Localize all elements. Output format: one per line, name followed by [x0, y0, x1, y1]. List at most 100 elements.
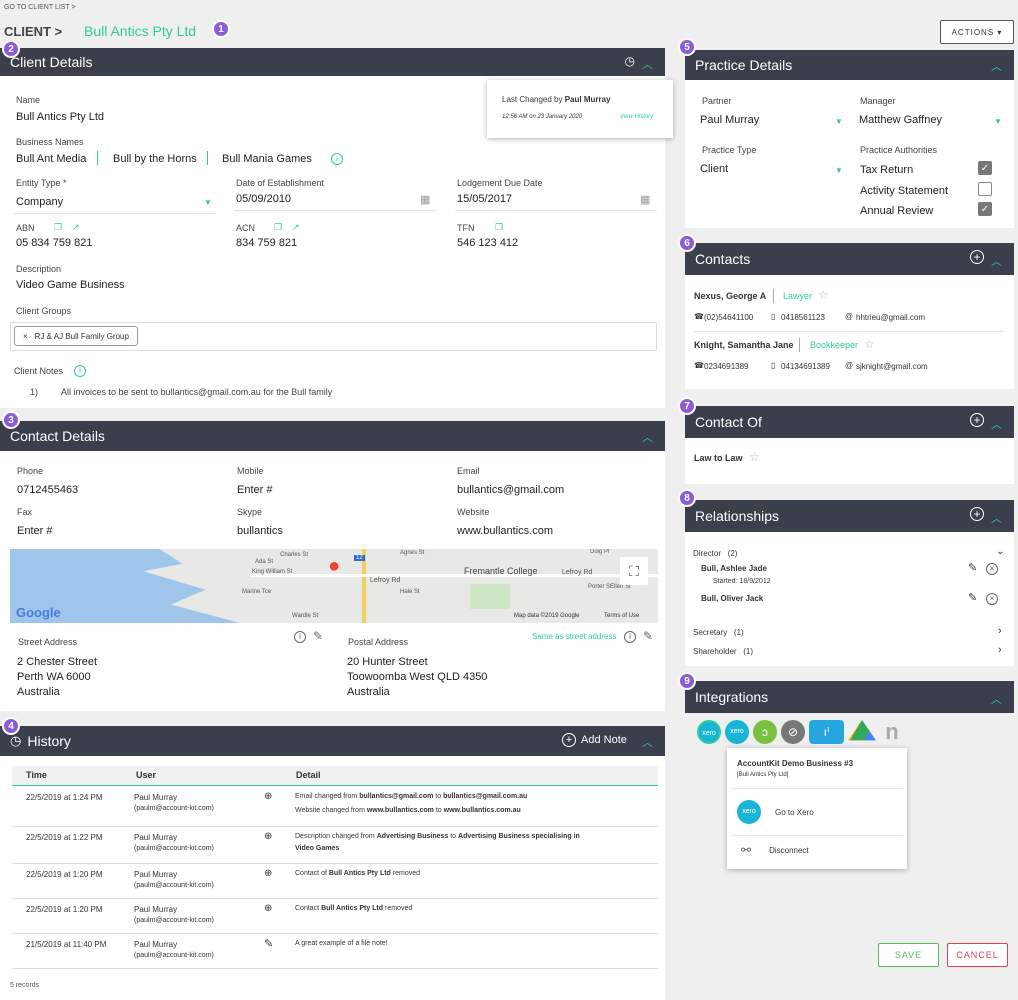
same-as-street-link[interactable]: Same as street address — [532, 632, 617, 641]
chevron-up-icon[interactable]: ︿ — [642, 59, 653, 71]
chevron-up-icon[interactable]: ︿ — [991, 694, 1002, 706]
copy-icon[interactable]: ❐ — [274, 222, 283, 232]
chevron-down-icon[interactable]: ⌄ — [996, 546, 1005, 557]
table-row[interactable]: 22/5/2019 at 1:24 PM Paul Murray (paulm@… — [12, 787, 658, 827]
hubdoc-icon[interactable]: ıᑊ — [809, 720, 844, 744]
edit-icon[interactable]: ✎ — [968, 592, 978, 604]
nimbus-icon[interactable]: n — [885, 719, 899, 744]
secretary-group[interactable]: Secretary (1) — [693, 628, 744, 637]
client-groups-input[interactable] — [10, 322, 657, 351]
copy-icon[interactable]: ❐ — [54, 222, 63, 232]
save-button[interactable]: SAVE — [878, 943, 939, 967]
relationship-person[interactable]: Bull, Ashlee Jade — [701, 564, 767, 573]
star-icon[interactable]: ☆ — [749, 450, 760, 464]
receipt-bank-icon[interactable]: ↄ — [753, 720, 777, 744]
remove-tag-icon[interactable]: × — [23, 331, 28, 341]
partner-select[interactable]: Paul Murray — [700, 114, 760, 126]
relationships-header[interactable]: Relationships + ︿ — [685, 500, 1014, 532]
client-details-header[interactable]: Client Details ◷ ︿ — [0, 48, 665, 76]
add-contact-of-icon[interactable]: + — [970, 413, 984, 427]
go-to-xero-link[interactable]: xero Go to Xero — [737, 800, 814, 824]
map[interactable]: Charles St Ada St King William St Lefroy… — [10, 549, 658, 623]
annual-review-checkbox[interactable]: ✓ — [978, 202, 992, 216]
table-row[interactable]: 21/5/2019 at 11:40 PM Paul Murray (paulm… — [12, 934, 658, 969]
practice-type-select[interactable]: Client — [700, 163, 729, 175]
info-icon[interactable]: i — [624, 631, 636, 643]
table-row[interactable]: 22/5/2019 at 1:20 PM Paul Murray (paulm@… — [12, 864, 658, 899]
calendar-icon[interactable]: ▦ — [420, 194, 431, 206]
contact-of-header[interactable]: Contact Of + ︿ — [685, 406, 1014, 438]
terms-of-use-link[interactable]: Terms of Use — [604, 613, 640, 619]
edit-icon[interactable]: ✎ — [968, 562, 978, 574]
acn-value[interactable]: 834 759 821 — [236, 237, 298, 249]
date-of-establishment-input[interactable]: 05/09/2010 — [236, 193, 292, 205]
shareholder-group[interactable]: Shareholder (1) — [693, 647, 753, 656]
info-icon[interactable]: i — [294, 631, 306, 643]
actions-button[interactable]: ACTIONS ▾ — [940, 20, 1014, 44]
history-header[interactable]: ◷ History + Add Note ︿ — [0, 726, 665, 756]
business-name-2[interactable]: Bull by the Horns — [113, 153, 197, 165]
client-group-tag[interactable]: × RJ & AJ Bull Family Group — [14, 326, 138, 346]
lodgement-due-date-input[interactable]: 15/05/2017 — [457, 193, 513, 205]
add-relationship-icon[interactable]: + — [970, 507, 984, 521]
contact-name[interactable]: Knight, Samantha Jane — [694, 340, 794, 350]
chevron-up-icon[interactable]: ︿ — [991, 513, 1002, 525]
info-icon[interactable]: i — [74, 365, 86, 377]
view-history-link[interactable]: View History — [620, 114, 654, 120]
chevron-right-icon[interactable]: › — [998, 644, 1002, 656]
business-name-1[interactable]: Bull Ant Media — [16, 153, 87, 165]
tfn-value[interactable]: 546 123 412 — [457, 237, 519, 249]
fax-input[interactable]: Enter # — [17, 525, 53, 537]
add-note-button[interactable]: + Add Note — [562, 733, 627, 747]
name-value[interactable]: Bull Antics Pty Ltd — [16, 111, 105, 123]
xero-logo-icon[interactable]: xero — [725, 720, 749, 744]
col-detail[interactable]: Detail — [296, 770, 321, 780]
google-drive-icon[interactable] — [848, 720, 876, 741]
map-pin-icon[interactable]: ● — [328, 555, 341, 577]
col-user[interactable]: User — [136, 770, 157, 780]
mobile-input[interactable]: Enter # — [237, 484, 273, 496]
director-group[interactable]: Director (2) — [693, 549, 737, 558]
table-row[interactable]: 22/5/2019 at 1:22 PM Paul Murray (paulm@… — [12, 827, 658, 864]
col-time[interactable]: Time — [26, 770, 47, 780]
fullscreen-button[interactable]: ⛶ — [620, 557, 648, 585]
business-name-3[interactable]: Bull Mania Games — [222, 153, 312, 165]
description-value[interactable]: Video Game Business — [16, 279, 125, 291]
edit-icon[interactable]: ✎ — [313, 629, 324, 643]
phone-value[interactable]: 0712455463 — [17, 484, 79, 496]
contact-details-header[interactable]: Contact Details ︿ — [0, 421, 665, 451]
abn-value[interactable]: 05 834 759 821 — [16, 237, 93, 249]
manager-select[interactable]: Matthew Gaffney — [859, 114, 942, 126]
chevron-down-icon[interactable]: ▼ — [204, 198, 212, 207]
external-link-icon[interactable]: ↗ — [72, 222, 80, 232]
history-clock-icon[interactable]: ◷ — [624, 54, 635, 68]
activity-statement-checkbox[interactable] — [978, 182, 992, 196]
link-service-icon[interactable]: ⊘ — [781, 720, 805, 744]
star-icon[interactable]: ☆ — [818, 288, 829, 302]
chevron-down-icon[interactable]: ▼ — [835, 117, 843, 126]
contact-name[interactable]: Nexus, George A — [694, 291, 767, 301]
email-value[interactable]: bullantics@gmail.com — [457, 484, 565, 496]
remove-icon[interactable]: × — [986, 593, 998, 605]
go-to-client-list-link[interactable]: GO TO CLIENT LIST > — [4, 4, 76, 11]
chevron-up-icon[interactable]: ︿ — [642, 432, 653, 444]
cancel-button[interactable]: CANCEL — [947, 943, 1008, 967]
tax-return-checkbox[interactable]: ✓ — [978, 161, 992, 175]
add-business-name-icon[interactable]: › — [331, 153, 343, 165]
calendar-icon[interactable]: ▦ — [640, 194, 651, 206]
entity-type-select[interactable]: Company — [16, 196, 64, 208]
xero-logo-icon[interactable]: xero — [697, 720, 721, 744]
chevron-down-icon[interactable]: ▼ — [835, 166, 843, 175]
external-link-icon[interactable]: ↗ — [292, 222, 300, 232]
table-row[interactable]: 22/5/2019 at 1:20 PM Paul Murray (paulm@… — [12, 899, 658, 934]
practice-details-header[interactable]: Practice Details ︿ — [685, 50, 1014, 80]
chevron-up-icon[interactable]: ︿ — [991, 419, 1002, 431]
chevron-up-icon[interactable]: ︿ — [991, 256, 1002, 268]
contact-of-item[interactable]: Law to Law — [694, 453, 743, 463]
edit-icon[interactable]: ✎ — [643, 629, 654, 643]
copy-icon[interactable]: ❐ — [495, 222, 504, 232]
remove-icon[interactable]: × — [986, 563, 998, 575]
star-icon[interactable]: ☆ — [864, 337, 875, 351]
chevron-up-icon[interactable]: ︿ — [991, 61, 1002, 73]
chevron-down-icon[interactable]: ▼ — [994, 117, 1002, 126]
